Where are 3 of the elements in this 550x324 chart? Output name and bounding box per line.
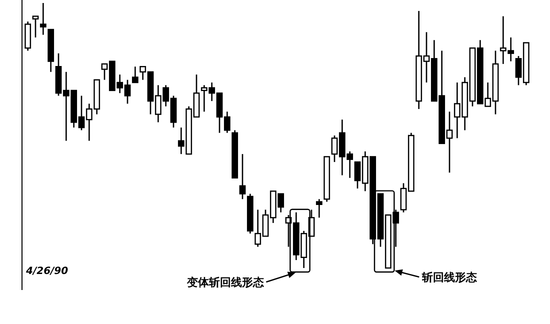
annotation: 4/26/90 (25, 266, 68, 277)
text: 变体斩回线形态 (186, 276, 266, 289)
text: 斩回线形态 (421, 271, 478, 284)
